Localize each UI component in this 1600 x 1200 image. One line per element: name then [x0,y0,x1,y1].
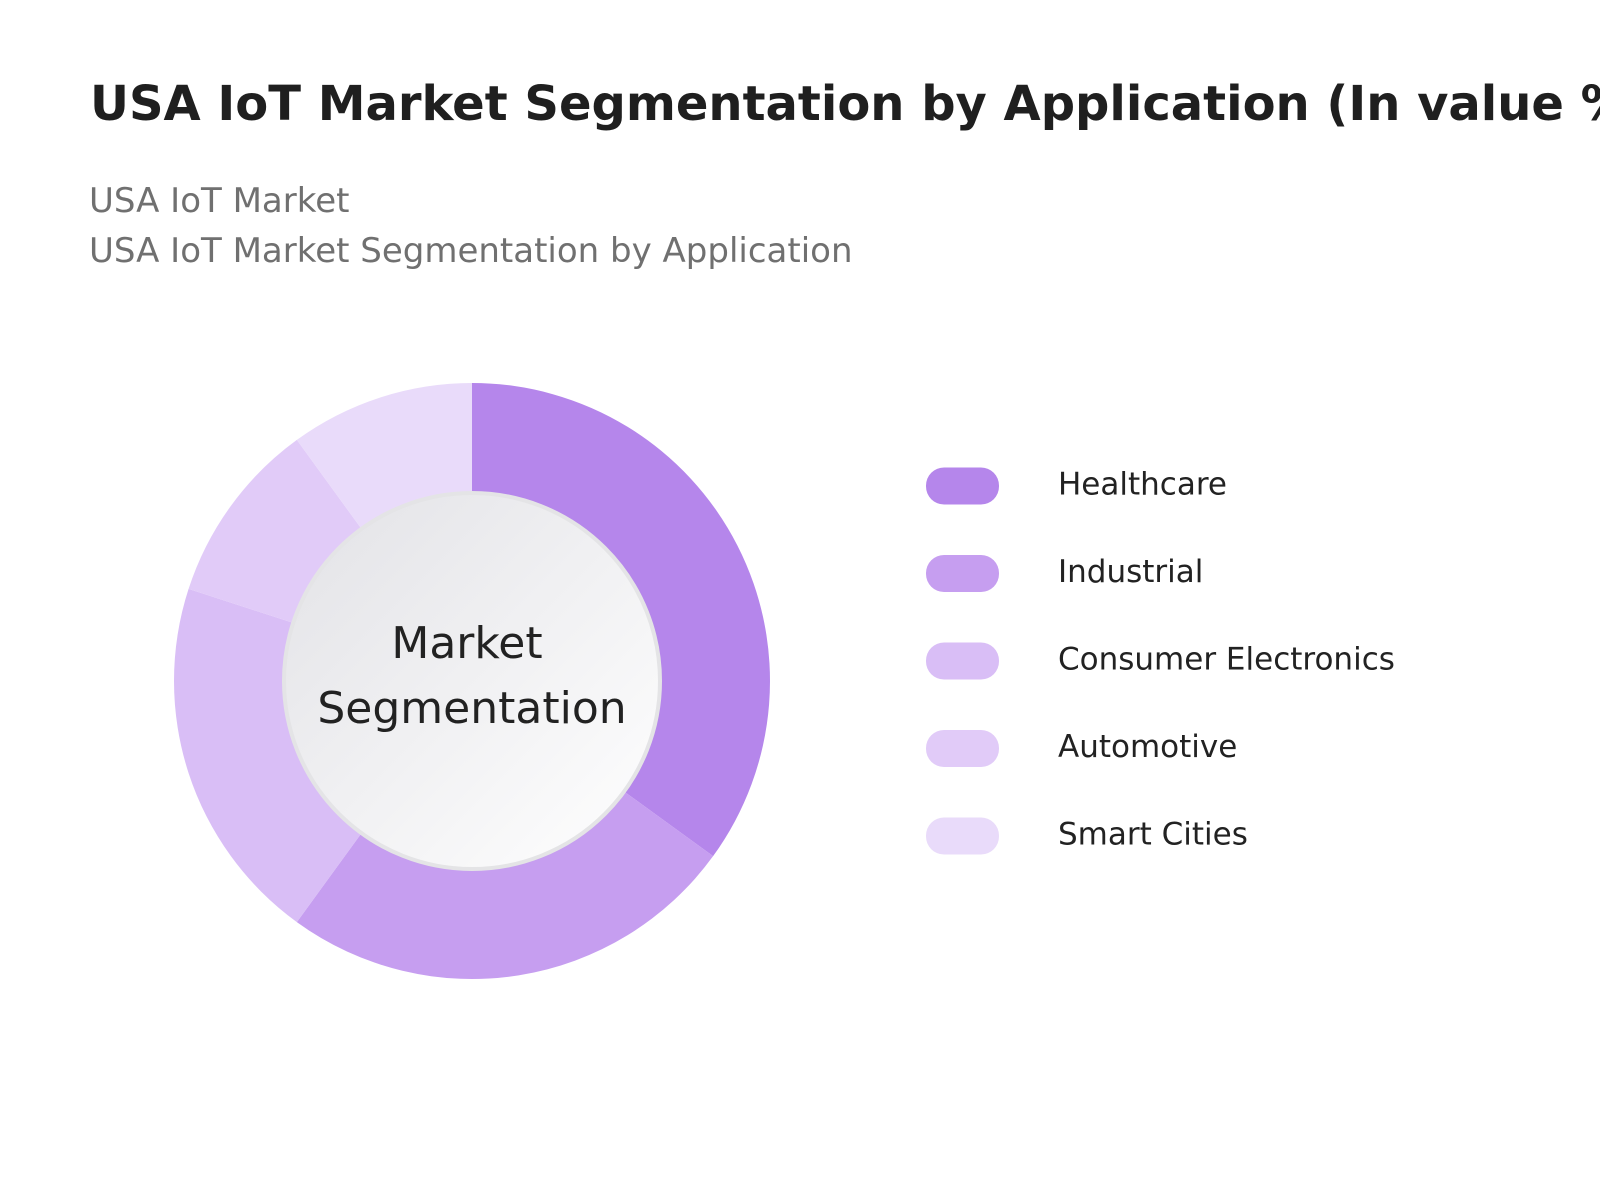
legend-label: Healthcare [1058,467,1227,503]
center-label: Segmentation [317,683,626,734]
subtitle: USA IoT Market [89,181,349,221]
legend-label: Industrial [1058,554,1203,590]
legend-swatch [926,467,999,505]
legend-label: Smart Cities [1058,817,1248,853]
legend-swatch [926,730,999,767]
donut-hub [282,491,662,871]
legend-label: Consumer Electronics [1058,642,1395,678]
donut-slice [188,439,363,624]
center-label: Market [391,618,542,669]
legend-label: Automotive [1058,729,1237,765]
donut-slice [296,790,714,979]
donut [174,383,770,979]
donut-slice [296,383,472,531]
legend-swatch [926,817,999,855]
subtitle: USA IoT Market Segmentation by Applicati… [89,231,853,271]
legend-swatch [926,642,999,680]
donut-slice [472,383,770,857]
legend-swatch [926,555,999,592]
legend: Healthcare Industrial Consumer Electronics… [926,467,1395,855]
donut-slice [174,588,363,923]
chart-title: USA IoT Market Segmentation by Applicati… [90,76,1600,132]
